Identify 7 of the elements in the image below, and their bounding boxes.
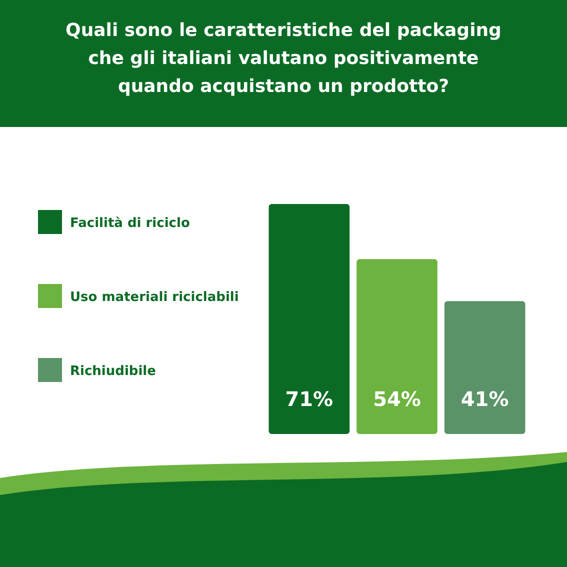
legend-label: Facilità di riciclo: [70, 216, 190, 231]
data-label: 54%: [373, 387, 421, 411]
legend-label: Richiudibile: [70, 364, 156, 379]
data-label: 41%: [460, 387, 509, 411]
chart-title: Quali sono le caratteristiche del packaging che gli italiani valutano positivamente quando acquistano un prodotto?: [66, 20, 502, 97]
legend-label: Uso materiali riciclabili: [70, 290, 239, 305]
data-label: 71%: [285, 387, 334, 411]
